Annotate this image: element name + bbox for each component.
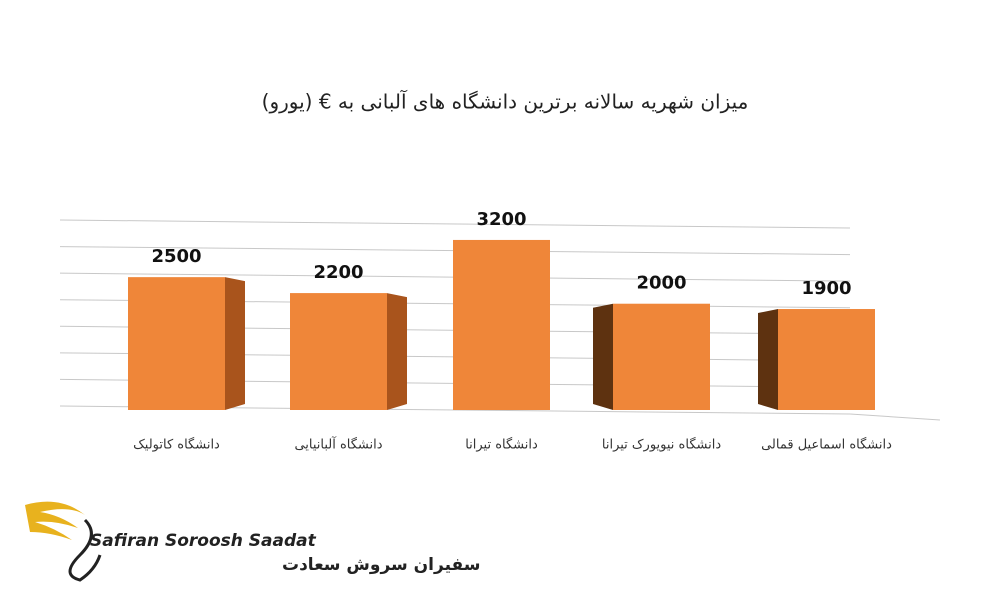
x-tick-label: دانشگاه آلبانیایی [294,436,382,453]
logo: Safiran Soroosh Saadat سفیران سروش سعادت [25,501,480,582]
value-label: 2000 [636,273,686,294]
logo-latin: Safiran Soroosh Saadat [90,531,317,551]
bar-side [593,303,613,410]
floor-line [849,413,941,421]
logo-wing [25,501,85,540]
value-label: 1900 [801,278,851,299]
x-tick-label: دانشگاه تیرانا [465,437,538,453]
bar [453,239,550,410]
bar-side [225,277,245,410]
x-tick-label: دانشگاه کاتولیک [133,437,220,453]
chart-title: میزان شهریه سالانه برترین دانشگاه های آل… [262,89,749,114]
bar-side [387,293,407,410]
x-tick-label: دانشگاه نیویورک تیرانا [602,437,721,453]
value-label: 3200 [476,209,526,230]
logo-persian: سفیران سروش سعادت [282,555,480,575]
bar [128,277,225,410]
bar [290,293,387,410]
grid-line [59,219,851,229]
logo-swirl [68,518,102,582]
value-label: 2500 [151,246,201,267]
bar [613,303,710,410]
x-tick-label: دانشگاه اسماعیل قمالی [761,437,892,453]
value-label: 2200 [313,262,363,283]
bar-side [758,309,778,410]
bar [778,309,875,410]
